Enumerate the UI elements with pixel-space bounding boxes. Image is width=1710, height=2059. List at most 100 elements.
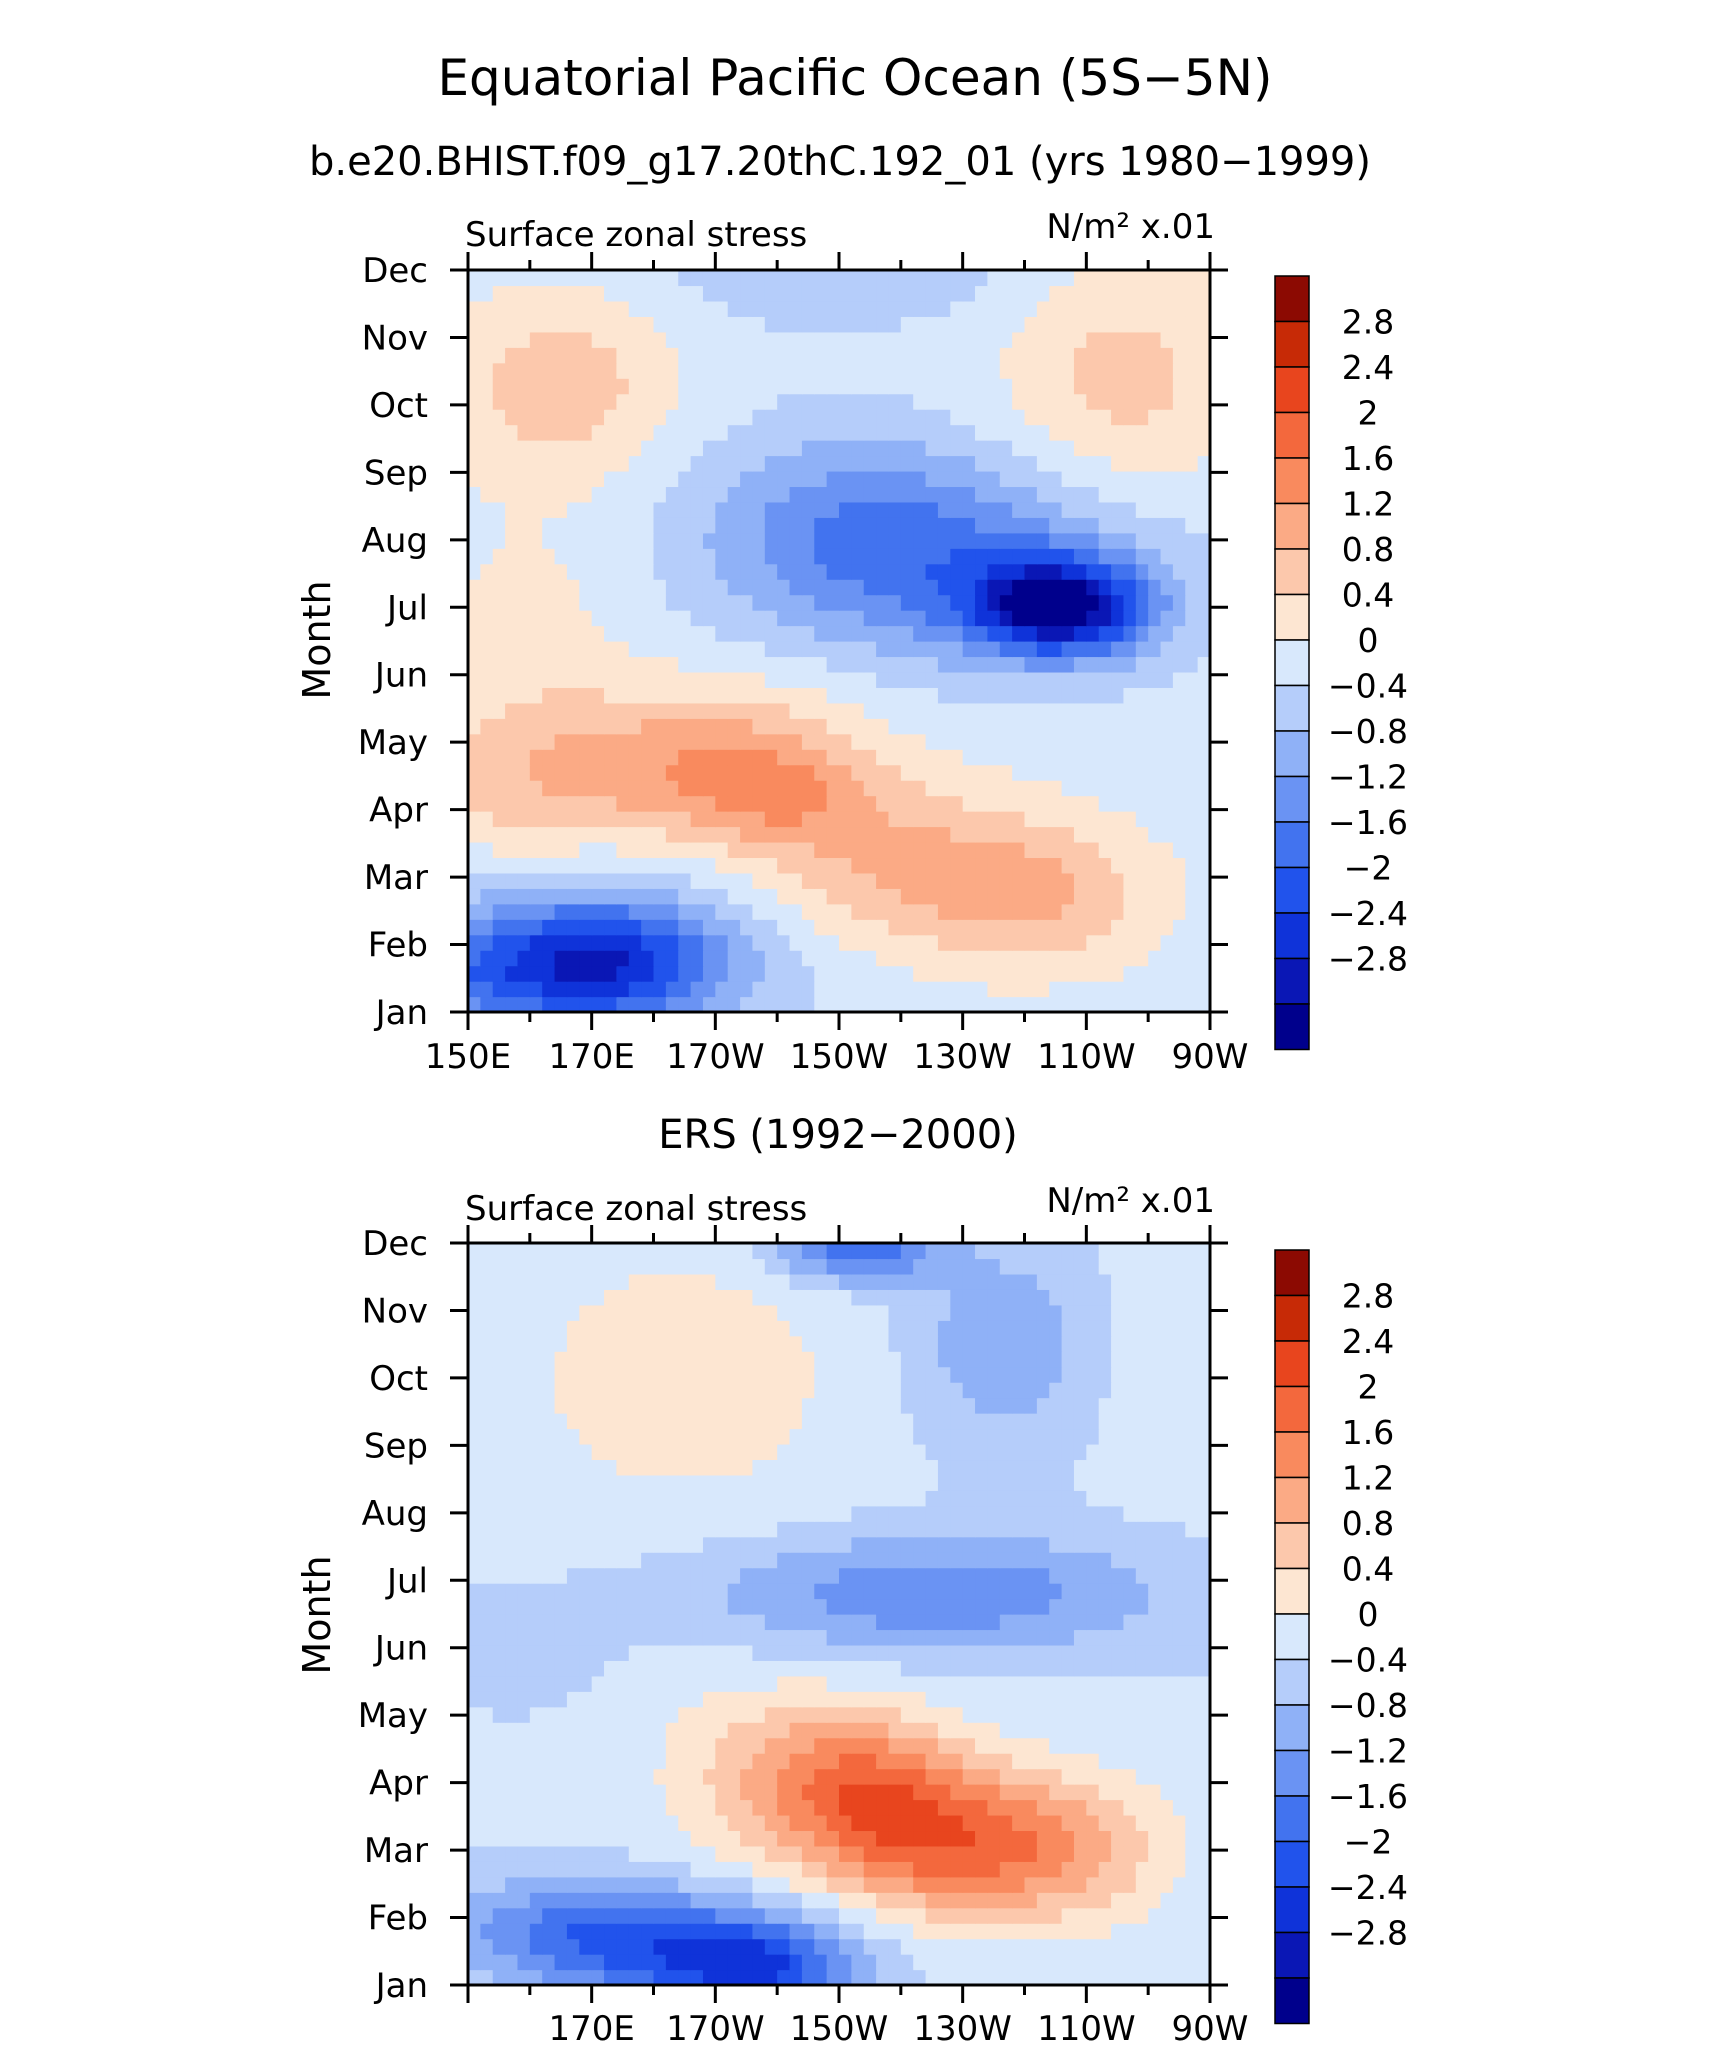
heatmap-cell: [542, 671, 556, 688]
heatmap-cell: [665, 1629, 679, 1646]
heatmap-cell: [1160, 1552, 1174, 1569]
heatmap-cell: [468, 1814, 481, 1832]
heatmap-cell: [876, 610, 890, 627]
heatmap-cell: [591, 1583, 605, 1600]
heatmap-cell: [641, 378, 655, 395]
heatmap-cell: [937, 579, 951, 596]
heatmap-cell: [492, 764, 506, 781]
heatmap-cell: [690, 1814, 704, 1832]
heatmap-cell: [517, 1706, 531, 1723]
heatmap-cell: [975, 285, 988, 302]
heatmap-cell: [1185, 687, 1199, 704]
heatmap-cell: [789, 1830, 803, 1847]
heatmap-cell: [789, 548, 803, 565]
heatmap-cell: [1073, 532, 1087, 549]
heatmap-cell: [591, 532, 605, 549]
heatmap-cell: [1172, 316, 1186, 333]
heatmap-cell: [653, 517, 667, 534]
heatmap-cell: [604, 1861, 617, 1878]
heatmap-cell: [950, 1954, 964, 1971]
heatmap-cell: [1061, 1552, 1075, 1569]
heatmap-cell: [727, 409, 741, 426]
heatmap-cell: [962, 1706, 976, 1723]
heatmap-cell: [1098, 780, 1112, 797]
heatmap-cell: [566, 470, 580, 488]
heatmap-cell: [1086, 1799, 1100, 1816]
heatmap-cell: [542, 1521, 556, 1538]
heatmap-cell: [925, 1706, 939, 1723]
heatmap-cell: [616, 903, 630, 920]
heatmap-cell: [1036, 888, 1050, 905]
heatmap-cell: [826, 1614, 840, 1631]
heatmap-cell: [566, 1938, 580, 1955]
heatmap-cell: [665, 903, 679, 920]
heatmap-cell: [789, 1784, 803, 1801]
heatmap-cell: [554, 1644, 568, 1661]
heatmap-cell: [566, 1876, 580, 1893]
heatmap-cell: [678, 1954, 692, 1971]
heatmap-cell: [715, 579, 729, 596]
heatmap-cell: [505, 1614, 519, 1631]
heatmap-cell: [888, 718, 902, 735]
heatmap-cell: [987, 1753, 1001, 1770]
heatmap-cell: [740, 1490, 754, 1507]
heatmap-cell: [1185, 965, 1199, 982]
heatmap-cell: [665, 934, 679, 951]
heatmap-cell: [937, 486, 951, 503]
heatmap-field: [468, 1243, 1211, 1986]
heatmap-cell: [826, 1474, 840, 1491]
heatmap-cell: [1073, 1892, 1087, 1909]
heatmap-cell: [1123, 687, 1137, 704]
heatmap-cell: [789, 1753, 803, 1770]
heatmap-cell: [1061, 362, 1075, 379]
heatmap-cell: [777, 625, 791, 642]
heatmap-cell: [925, 1536, 939, 1553]
heatmap-cell: [913, 486, 927, 503]
heatmap-cell: [975, 486, 988, 503]
heatmap-cell: [542, 378, 556, 395]
heatmap-cell: [826, 1799, 840, 1816]
heatmap-cell: [1135, 285, 1149, 302]
heatmap-cell: [1012, 857, 1026, 874]
heatmap-cell: [801, 965, 815, 982]
heatmap-cell: [987, 1892, 1001, 1909]
heatmap-cell: [752, 656, 766, 673]
heatmap-cell: [814, 656, 828, 673]
heatmap-cell: [1172, 1876, 1186, 1893]
heatmap-cell: [468, 919, 481, 936]
heatmap-cell: [1049, 1459, 1063, 1476]
heatmap-cell: [913, 702, 927, 719]
heatmap-cell: [641, 1861, 655, 1878]
heatmap-cell: [752, 486, 766, 503]
heatmap-cell: [925, 440, 939, 457]
heatmap-cell: [777, 1861, 791, 1878]
heatmap-cell: [591, 1598, 605, 1615]
heatmap-cell: [529, 1814, 543, 1832]
heatmap-cell: [888, 1722, 902, 1739]
heatmap-cell: [604, 486, 617, 503]
heatmap-cell: [641, 1706, 655, 1723]
heatmap-cell: [641, 1505, 655, 1522]
heatmap-cell: [529, 965, 543, 982]
heatmap-cell: [888, 424, 902, 441]
heatmap-cell: [604, 718, 617, 735]
heatmap-cell: [851, 1474, 865, 1491]
heatmap-cell: [492, 1521, 506, 1538]
heatmap-cell: [999, 1598, 1013, 1615]
heatmap-cell: [1111, 270, 1125, 287]
heatmap-cell: [480, 718, 494, 735]
heatmap-cell: [1086, 362, 1100, 379]
heatmap-cell: [591, 764, 605, 781]
panel-units-label: N/m² x.01: [1046, 1181, 1215, 1221]
heatmap-cell: [628, 625, 642, 642]
heatmap-cell: [628, 671, 642, 688]
heatmap-cell: [801, 857, 815, 874]
heatmap-cell: [851, 548, 865, 565]
heatmap-cell: [950, 1845, 964, 1862]
heatmap-cell: [1024, 579, 1038, 596]
heatmap-cell: [999, 888, 1013, 905]
heatmap-cell: [616, 1737, 630, 1754]
heatmap-cell: [517, 795, 531, 812]
heatmap-cell: [604, 625, 617, 642]
heatmap-cell: [591, 1706, 605, 1723]
